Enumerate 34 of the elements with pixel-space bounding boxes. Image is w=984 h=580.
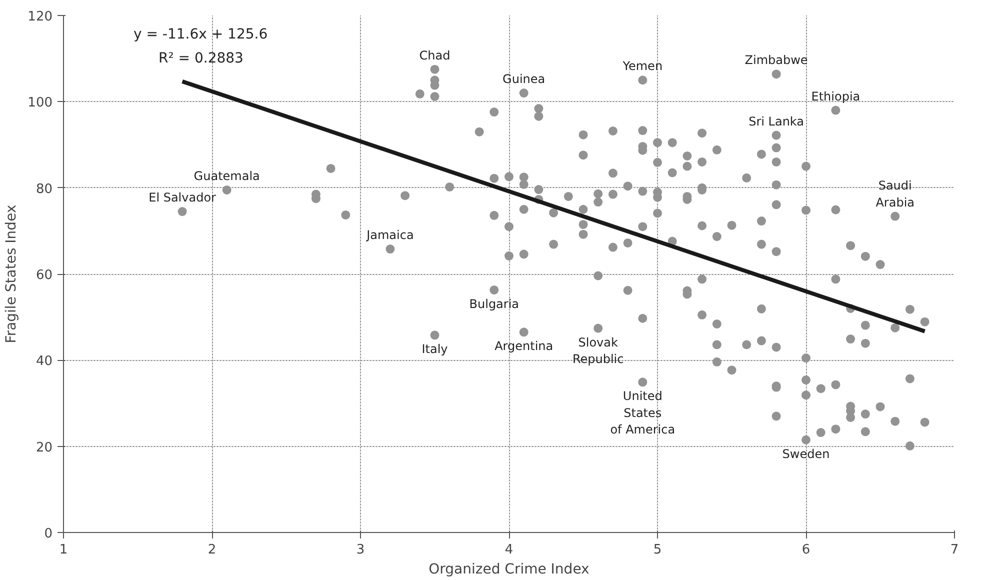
y-tick-label: 20 (36, 440, 53, 456)
annotation: Argentina (494, 339, 554, 354)
annotation: Yemen (622, 59, 663, 74)
x-tick-label: 2 (208, 542, 216, 558)
annotation: Saudi Arabia (876, 178, 915, 210)
annotation: Jamaica (366, 228, 414, 242)
annotation: Guinea (502, 72, 546, 86)
annotation: Bulgaria (469, 296, 520, 311)
y-tick-label: 40 (36, 354, 53, 370)
annotation: R² = 0.2883 (158, 50, 244, 66)
y-tick-label: 100 (28, 96, 53, 111)
x-tick-label: 4 (504, 542, 514, 558)
x-tick-label: 5 (653, 542, 662, 558)
annotation: Slovak Republic (572, 335, 624, 366)
y-tick-label: 80 (36, 182, 53, 197)
y-tick-label: 120 (28, 10, 53, 24)
annotation: Sri Lanka (748, 114, 804, 128)
annotation: Ethiopia (811, 89, 860, 104)
x-tick-label: 6 (802, 542, 810, 558)
annotation: El Salvador (148, 190, 216, 205)
annotation: United States of America (610, 389, 676, 437)
x-axis-title: Organized Crime Index (428, 562, 590, 578)
annotation: Zimbabwe (744, 53, 808, 68)
y-axis-title: Fragile States Index (4, 204, 20, 344)
y-tick-label: 60 (36, 268, 53, 283)
annotation: Chad (419, 48, 450, 62)
annotation: y = -11.6x + 125.6 (134, 26, 268, 42)
x-tick-label: 3 (356, 542, 365, 558)
y-tick-label: 0 (44, 526, 53, 542)
annotation: Guatemala (194, 168, 260, 183)
annotation: Italy (422, 342, 448, 356)
x-tick-label: 1 (59, 542, 68, 558)
x-tick-label: 7 (950, 542, 959, 558)
annotation: Sweden (782, 446, 830, 461)
